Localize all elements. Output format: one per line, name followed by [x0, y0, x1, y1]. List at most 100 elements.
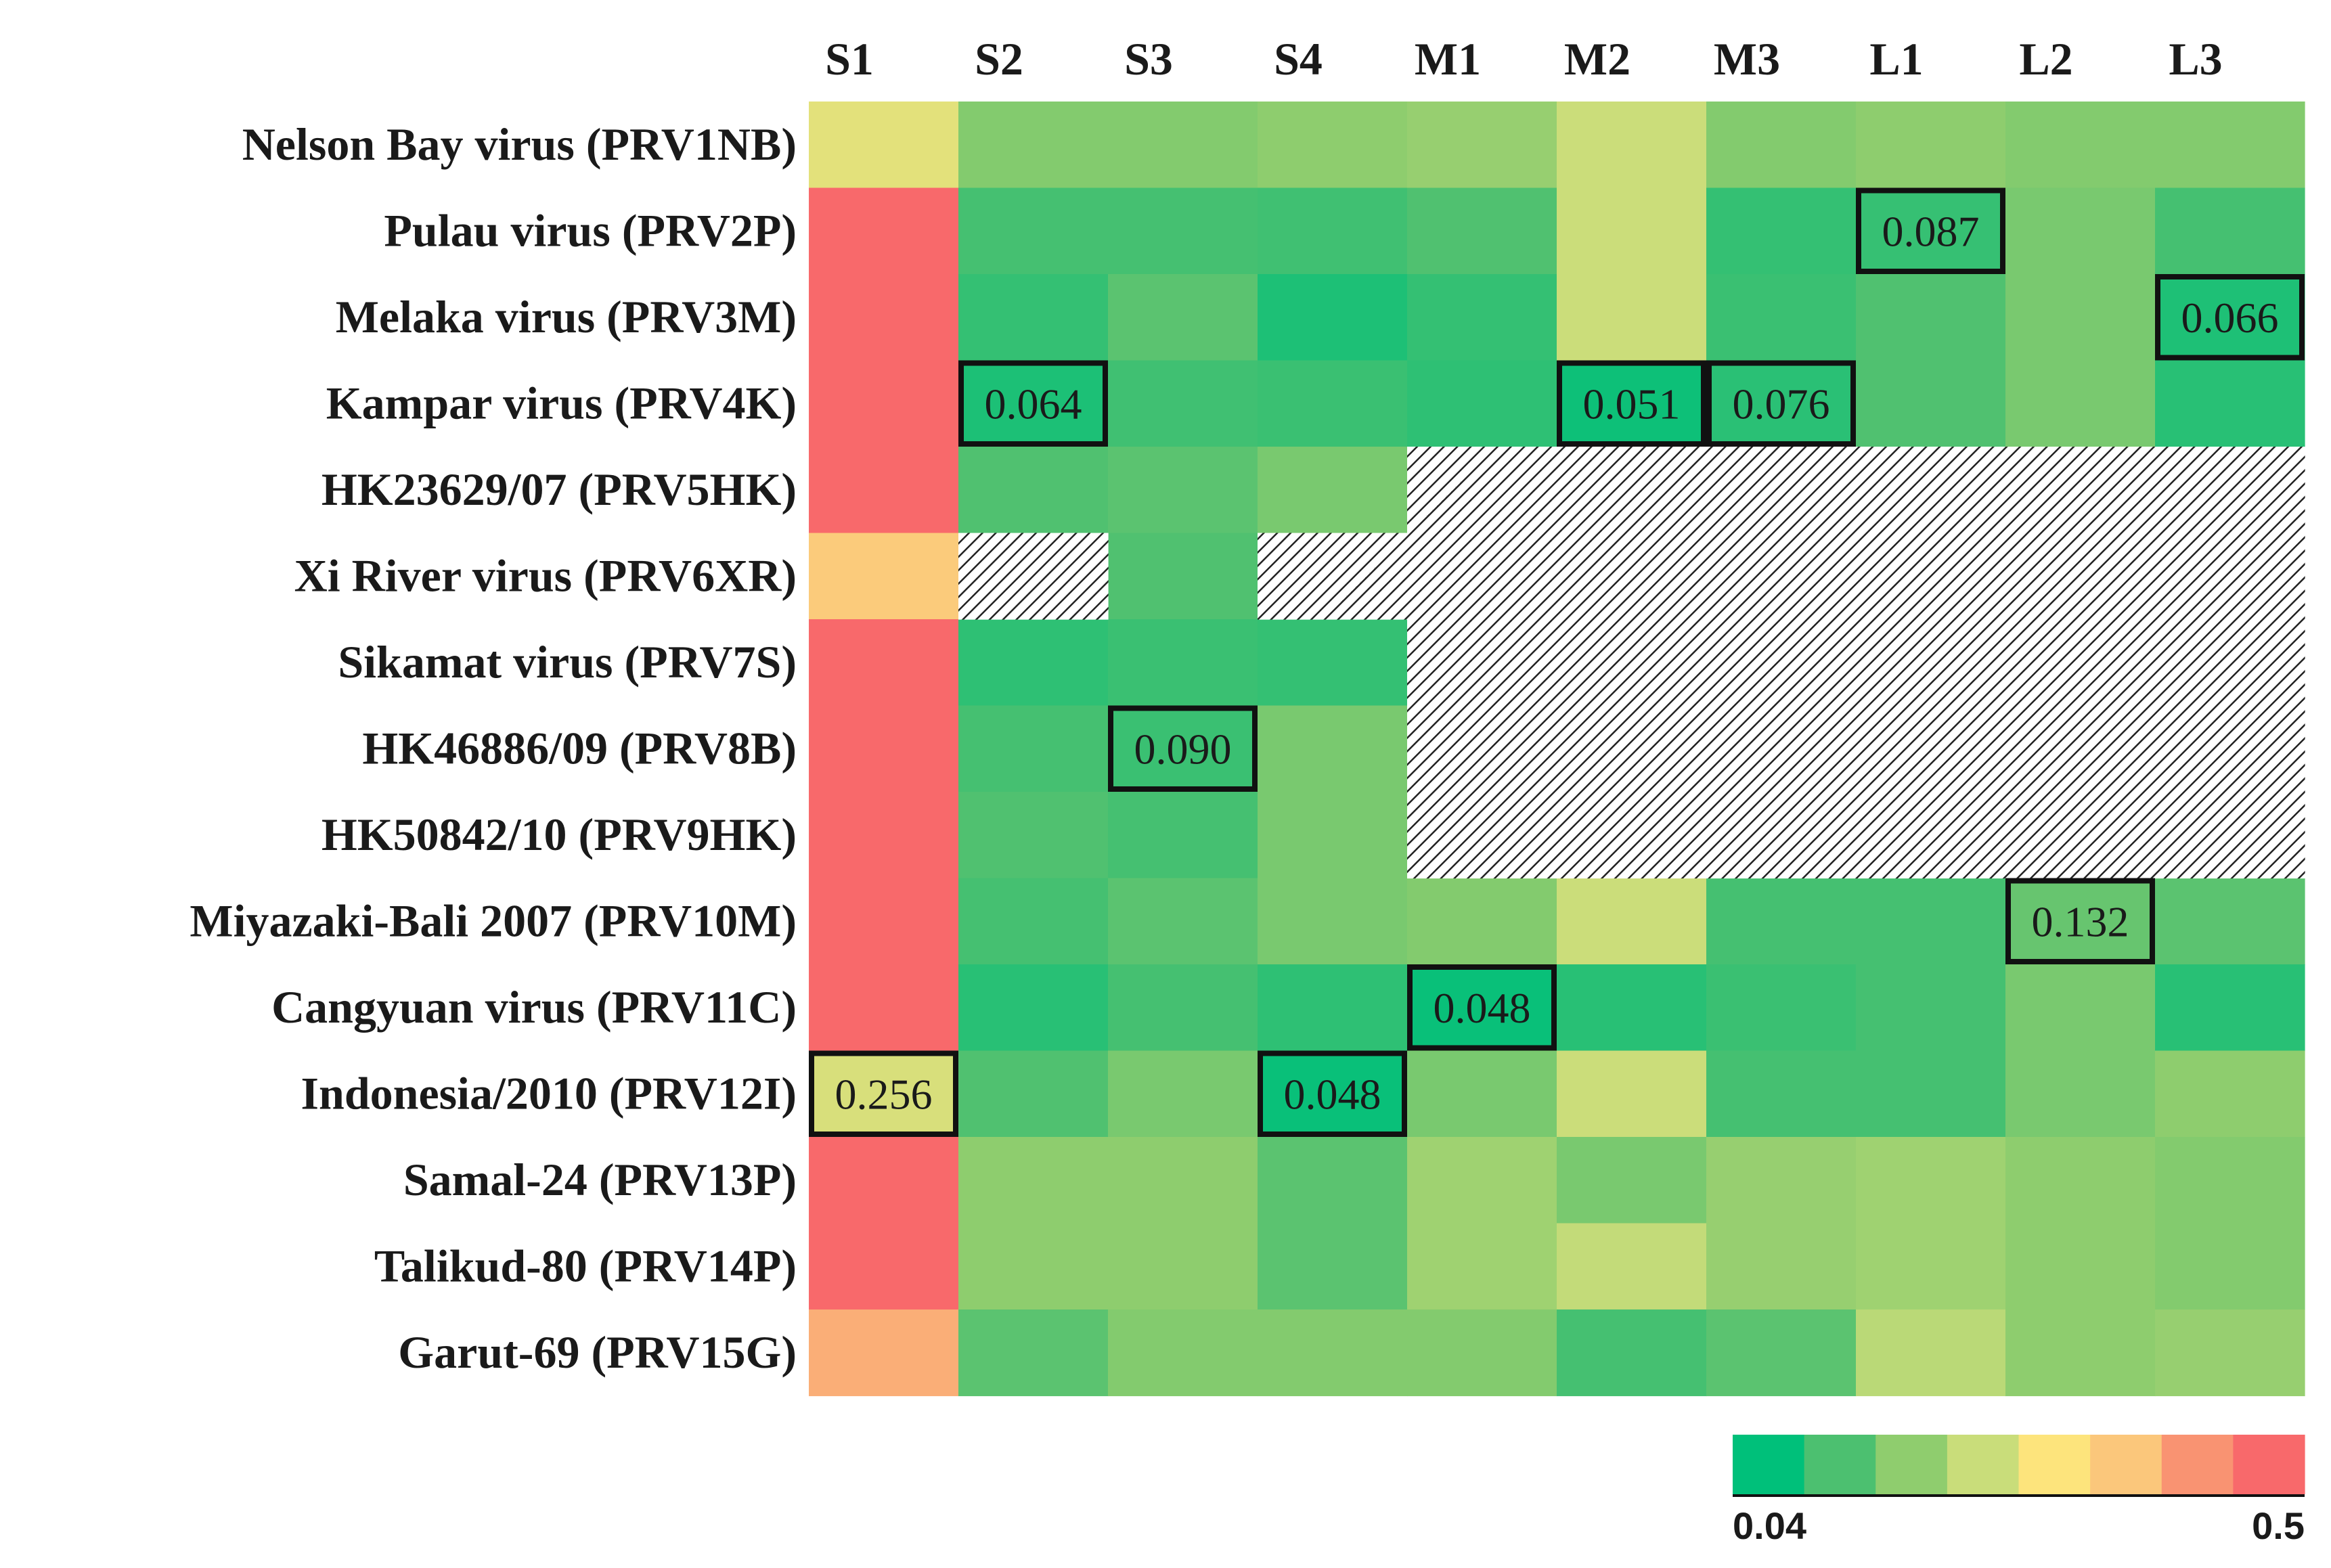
missing-data-cell [2005, 792, 2156, 879]
heatmap-cell [1108, 705, 1258, 792]
missing-data-cell [1557, 705, 1707, 792]
heatmap-cell [1557, 1050, 1707, 1138]
heatmap-cell [2005, 1137, 2156, 1224]
heatmap-cell [1258, 1137, 1408, 1224]
highlight-box [809, 1050, 958, 1137]
column-header-s1: S1 [825, 33, 874, 85]
row-labels: Nelson Bay virus (PRV1NB) Pulau virus (PR… [190, 118, 797, 1378]
heatmap-cell [2155, 1223, 2305, 1310]
column-header-m1: M1 [1415, 33, 1481, 85]
heatmap-cell [1258, 619, 1408, 707]
missing-data-cell [2155, 619, 2305, 707]
heatmap-cell [2005, 102, 2156, 189]
highlight-box [1407, 964, 1557, 1051]
heatmap-cell [809, 274, 959, 361]
heatmap-cell [2155, 1050, 2305, 1138]
column-header-l2: L2 [2019, 33, 2072, 85]
row-label: HK50842/10 (PRV9HK) [321, 809, 797, 860]
column-header-l3: L3 [2169, 33, 2222, 85]
heatmap-cell [809, 1223, 959, 1310]
heatmap-cell [1108, 274, 1258, 361]
heatmap-cell [1108, 1137, 1258, 1224]
heatmap-cell [2155, 964, 2305, 1052]
heatmap-cell [2005, 964, 2156, 1052]
heatmap-cell [1258, 102, 1408, 189]
heatmap-cell [1706, 878, 1857, 965]
cell-value-label: 0.256 [835, 1070, 933, 1118]
row-label: Cangyuan virus (PRV11C) [271, 981, 797, 1033]
heatmap-cell [1706, 274, 1857, 361]
row-label: Xi River virus (PRV6XR) [294, 550, 797, 601]
heatmap-cell [1108, 102, 1258, 189]
heatmap-cell [1407, 1223, 1557, 1310]
heatmap-cell [809, 619, 959, 707]
heatmap-cell [1557, 360, 1707, 447]
row-label: Miyazaki-Bali 2007 (PRV10M) [190, 895, 797, 946]
missing-data-cell [1856, 533, 2006, 620]
heatmap-cell [1856, 1223, 2006, 1310]
highlight-box [1856, 187, 2005, 274]
heatmap-cell [1108, 533, 1258, 620]
cell-value-label: 0.090 [1134, 725, 1232, 773]
heatmap-cell [2005, 1223, 2156, 1310]
heatmap-cell [2155, 360, 2305, 447]
cell-value-label: 0.076 [1733, 380, 1830, 428]
missing-data-cell [1557, 447, 1707, 534]
missing-data-cell [1856, 447, 2006, 534]
heatmap-cell [958, 187, 1109, 275]
heatmap-cell [1706, 360, 1857, 447]
heatmap-cell [1108, 792, 1258, 879]
heatmap-cell [958, 1050, 1109, 1138]
missing-data-cell [1407, 705, 1557, 792]
row-label: HK23629/07 (PRV5HK) [321, 464, 797, 515]
cell-value-label: 0.064 [985, 380, 1082, 428]
heatmap-cell [1557, 102, 1707, 189]
heatmap-cell [1258, 187, 1408, 275]
heatmap-cell [2005, 1050, 2156, 1138]
heatmap-cell [1557, 187, 1707, 275]
heatmap-cell [1407, 964, 1557, 1052]
missing-data-cell [1258, 533, 1408, 620]
heatmap-cell [1108, 619, 1258, 707]
column-header-l1: L1 [1869, 33, 1923, 85]
heatmap-cell [1258, 1050, 1408, 1138]
heatmap-cell [2155, 274, 2305, 361]
heatmap-cell [809, 1050, 959, 1138]
heatmap-cell [2005, 878, 2156, 965]
heatmap-cell [809, 447, 959, 534]
missing-data-cell [1557, 792, 1707, 879]
heatmap-cell [1706, 1223, 1857, 1310]
heatmap-cell [1108, 447, 1258, 534]
row-label: Nelson Bay virus (PRV1NB) [242, 118, 797, 170]
heatmap-cell [2155, 1137, 2305, 1224]
heatmap-cell [958, 878, 1109, 965]
highlight-box [1706, 360, 1856, 447]
heatmap-cell [1557, 878, 1707, 965]
column-headers: S1 S2 S3 S4 M1 M2 M3 L1 L2 L3 [825, 33, 2223, 85]
heatmap-cell [958, 792, 1109, 879]
heatmap-cell [1407, 878, 1557, 965]
heatmap-cell [1557, 964, 1707, 1052]
missing-data-cell [1856, 705, 2006, 792]
cell-value-label: 0.048 [1284, 1070, 1381, 1118]
heatmap-cells [809, 102, 2305, 1397]
missing-data-cell [2005, 533, 2156, 620]
heatmap-cell [1258, 792, 1408, 879]
heatmap-cell [958, 619, 1109, 707]
heatmap-cell [1557, 274, 1707, 361]
cell-value-label: 0.066 [2181, 294, 2279, 342]
heatmap-cell [2155, 1309, 2305, 1397]
row-label: Kampar virus (PRV4K) [326, 377, 797, 428]
missing-data-cell [1407, 533, 1557, 620]
color-scale-swatch [1733, 1435, 1805, 1494]
heatmap-cell [958, 102, 1109, 189]
heatmap-cell [1706, 964, 1857, 1052]
heatmap-cell [1856, 878, 2006, 965]
heatmap-cell [1856, 274, 2006, 361]
cell-value-label: 0.132 [2032, 897, 2129, 945]
row-label: Pulau virus (PRV2P) [384, 204, 797, 256]
heatmap-cell [2005, 360, 2156, 447]
heatmap-cell [809, 792, 959, 879]
color-scale-min-label: 0.04 [1733, 1504, 1806, 1547]
missing-data-cell [1407, 792, 1557, 879]
